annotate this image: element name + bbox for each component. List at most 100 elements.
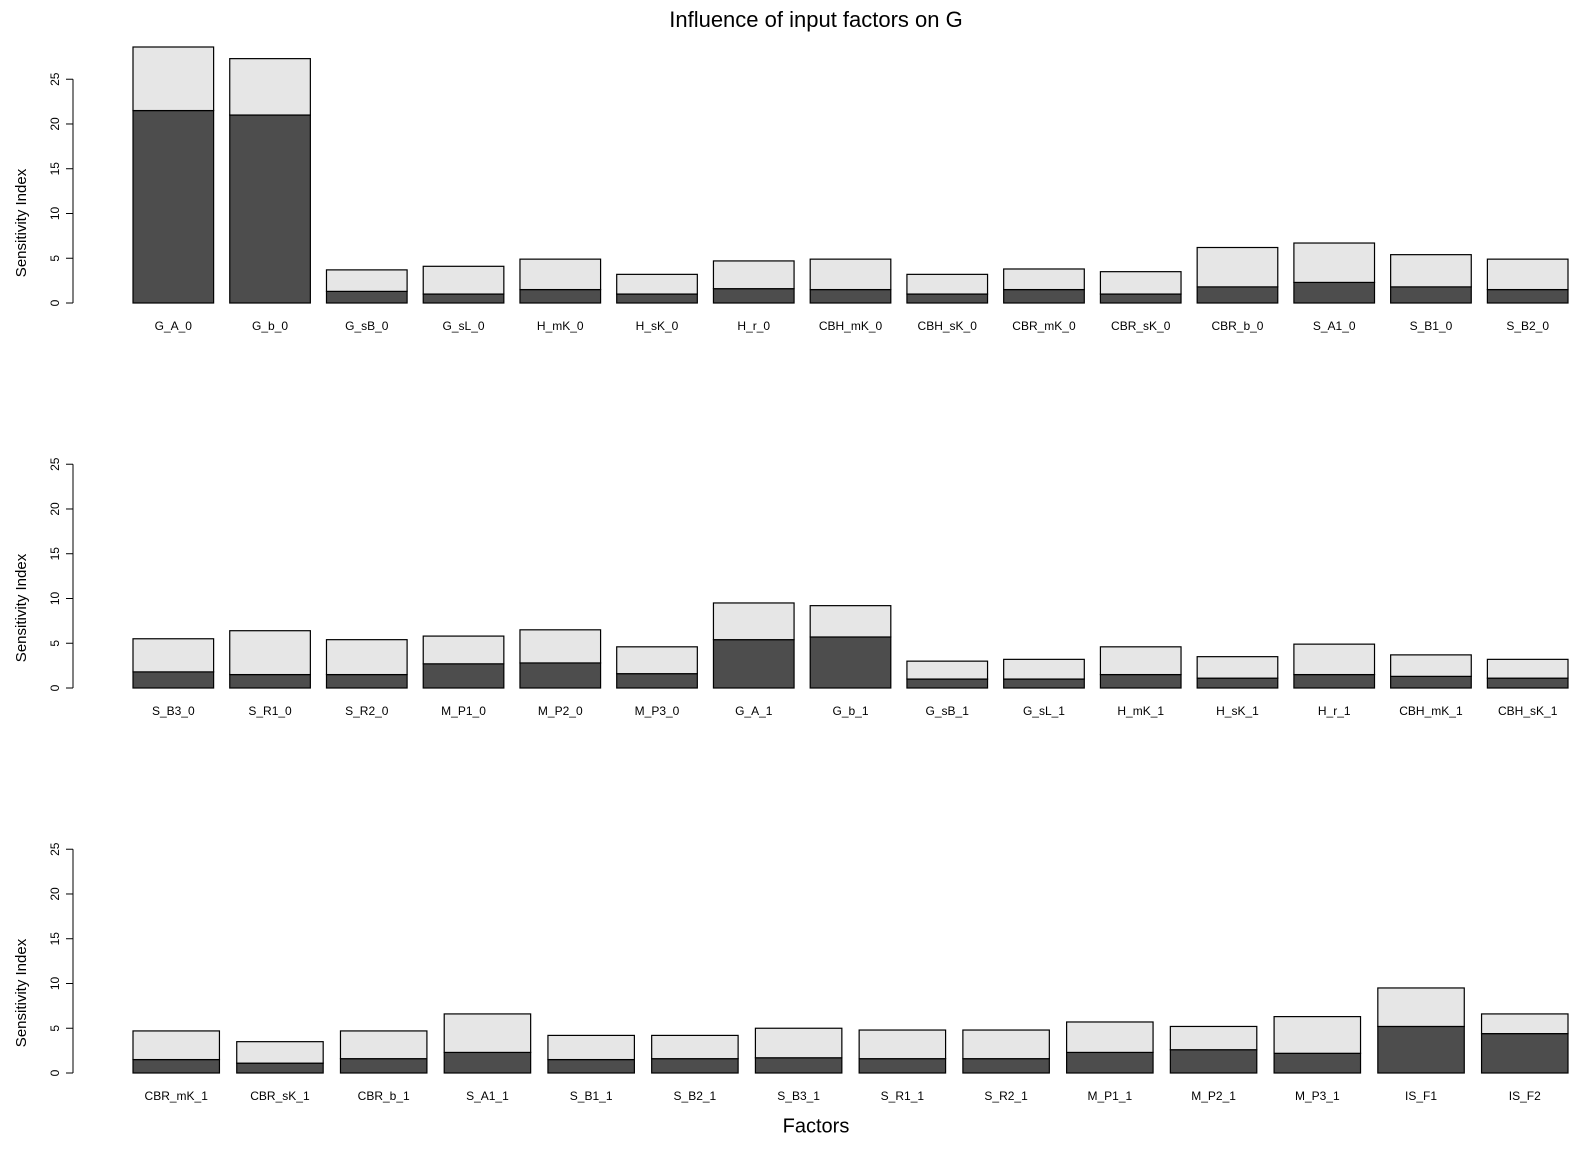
- bar-segment: [1003, 678, 1085, 689]
- bar-segment: [132, 109, 215, 304]
- x-tick-label: G_sL_1: [1023, 704, 1065, 718]
- bar-segment: [132, 638, 215, 673]
- bar-segment: [1486, 677, 1569, 689]
- bar-segment: [1066, 1021, 1154, 1054]
- bar-segment: [1293, 281, 1376, 304]
- bar-segment: [809, 605, 892, 638]
- bar-segment: [339, 1058, 428, 1074]
- x-tick-label: S_A1_1: [466, 1089, 509, 1103]
- bar-segment: [754, 1057, 843, 1074]
- x-tick-label: G_A_0: [155, 319, 193, 333]
- y-tick-label: 20: [48, 502, 62, 516]
- y-axis-title: Sensitivity Index: [13, 168, 30, 277]
- bar-segment: [1066, 1051, 1154, 1074]
- x-tick-label: M_P1_1: [1087, 1089, 1132, 1103]
- x-tick-label: G_sB_0: [345, 319, 389, 333]
- bar-segment: [443, 1051, 532, 1074]
- bar-segment: [616, 293, 698, 304]
- bar-segment: [1390, 675, 1472, 689]
- y-tick-label: 25: [48, 842, 62, 856]
- bar-segment: [712, 260, 795, 290]
- x-tick-label: G_sB_1: [926, 704, 970, 718]
- y-tick-label: 20: [48, 117, 62, 131]
- bar-segment: [519, 258, 602, 291]
- x-tick-label: H_sK_0: [636, 319, 679, 333]
- x-tick-label: CBR_sK_0: [1111, 319, 1171, 333]
- bar-segment: [1003, 288, 1085, 304]
- bar-segment: [1377, 1025, 1465, 1074]
- bar-segment: [1003, 658, 1085, 680]
- y-tick-label: 0: [48, 684, 62, 691]
- y-tick-label: 0: [48, 1069, 62, 1076]
- x-tick-label: H_r_1: [1318, 704, 1351, 718]
- x-tick-label: H_mK_1: [1117, 704, 1164, 718]
- y-tick-label: 5: [48, 255, 62, 262]
- y-tick-label: 25: [48, 457, 62, 471]
- bar-segment: [1293, 673, 1376, 689]
- x-tick-label: G_b_0: [252, 319, 288, 333]
- bar-segment: [236, 1062, 324, 1074]
- bar-segment: [809, 258, 892, 291]
- y-tick-label: 0: [48, 299, 62, 306]
- bar-segment: [1099, 293, 1182, 304]
- bar-segment: [132, 46, 215, 112]
- x-tick-label: CBH_mK_0: [819, 319, 883, 333]
- y-tick-label: 15: [48, 162, 62, 176]
- x-tick-label: M_P3_0: [635, 704, 680, 718]
- x-tick-label: M_P2_1: [1191, 1089, 1236, 1103]
- bar-segment: [1486, 658, 1569, 679]
- bar-segment: [962, 1058, 1050, 1074]
- bar-segment: [1169, 1025, 1258, 1051]
- bar-segment: [1486, 288, 1569, 304]
- bar-segment: [1390, 654, 1472, 677]
- bar-segment: [1273, 1052, 1362, 1074]
- bar-segment: [422, 293, 505, 304]
- bar-segment: [1480, 1013, 1569, 1035]
- bar-segment: [547, 1058, 635, 1074]
- bar-segment: [132, 1058, 221, 1074]
- bar-segment: [422, 265, 505, 295]
- x-tick-label: M_P2_0: [538, 704, 583, 718]
- bar-segment: [1169, 1049, 1258, 1074]
- bar-segment: [616, 673, 698, 689]
- bar-segment: [229, 58, 311, 116]
- bar-segment: [616, 646, 698, 675]
- bar-segment: [962, 1029, 1050, 1060]
- x-tick-label: CBR_mK_0: [1012, 319, 1076, 333]
- x-tick-label: CBR_b_1: [358, 1089, 410, 1103]
- bar-segment: [519, 662, 602, 689]
- bar-segment: [754, 1027, 843, 1059]
- x-tick-label: G_A_1: [735, 704, 773, 718]
- x-tick-label: IS_F1: [1405, 1089, 1437, 1103]
- bar-segment: [132, 1030, 221, 1061]
- bar-segment: [132, 671, 215, 689]
- bar-segment: [651, 1058, 739, 1074]
- y-tick-label: 10: [48, 976, 62, 990]
- y-tick-label: 5: [48, 640, 62, 647]
- bar-segment: [906, 660, 989, 680]
- bar-segment: [906, 293, 989, 304]
- x-tick-label: S_B2_0: [1506, 319, 1549, 333]
- bar-segment: [422, 635, 505, 665]
- bar-segment: [1377, 987, 1465, 1028]
- x-tick-label: S_R2_1: [984, 1089, 1028, 1103]
- x-tick-label: S_R1_0: [248, 704, 292, 718]
- bar-segment: [1099, 646, 1182, 676]
- bar-segment: [906, 273, 989, 295]
- y-tick-label: 20: [48, 887, 62, 901]
- bar-segment: [1293, 242, 1376, 284]
- x-tick-label: CBH_sK_0: [918, 319, 978, 333]
- y-tick-label: 10: [48, 591, 62, 605]
- bar-segment: [1293, 643, 1376, 676]
- bar-segment: [906, 678, 989, 689]
- y-axis-title: Sensitivity Index: [13, 938, 30, 1047]
- bar-segment: [858, 1029, 947, 1060]
- x-tick-label: S_B2_1: [674, 1089, 717, 1103]
- x-tick-label: M_P1_0: [441, 704, 486, 718]
- x-tick-label: S_B1_1: [570, 1089, 613, 1103]
- x-tick-label: CBR_b_0: [1211, 319, 1263, 333]
- x-tick-label: S_A1_0: [1313, 319, 1356, 333]
- bar-segment: [1196, 286, 1279, 304]
- x-tick-label: CBR_mK_1: [145, 1089, 209, 1103]
- x-tick-label: S_B3_0: [152, 704, 195, 718]
